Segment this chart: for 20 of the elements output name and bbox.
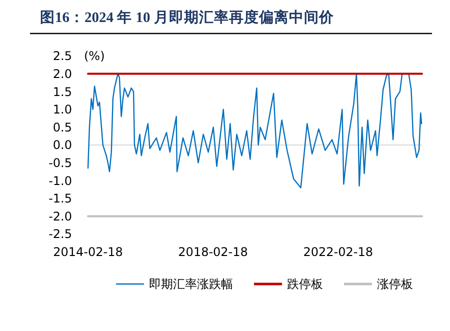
x-tick-label: 2014-02-18 (53, 245, 123, 259)
y-tick-label: -2.5 (48, 227, 72, 242)
y-axis-title: (%) (84, 49, 105, 64)
line-series (87, 73, 422, 188)
legend-label: 即期汇率涨跌幅 (149, 277, 233, 292)
y-tick-label: 0.0 (52, 138, 72, 152)
y-tick-label: -0.5 (48, 156, 72, 170)
x-tick-label: 2018-02-18 (178, 245, 248, 259)
legend-label: 涨停板 (377, 277, 413, 292)
legend-label: 跌停板 (287, 277, 323, 292)
y-tick-label: -1.0 (48, 174, 72, 188)
y-tick-label: 2.5 (52, 49, 72, 64)
y-tick-label: 0.5 (52, 120, 72, 134)
y-tick-label: 2.0 (52, 67, 72, 81)
y-tick-label: 1.5 (52, 84, 72, 99)
y-tick-label: 1.0 (52, 102, 72, 117)
x-tick-label: 2022-02-18 (303, 245, 373, 259)
y-tick-label: -2.0 (48, 209, 72, 224)
y-tick-label: -1.5 (48, 192, 72, 206)
chart-title: 图16：2024 年 10 月即期汇率再度偏离中间价 (40, 8, 335, 26)
